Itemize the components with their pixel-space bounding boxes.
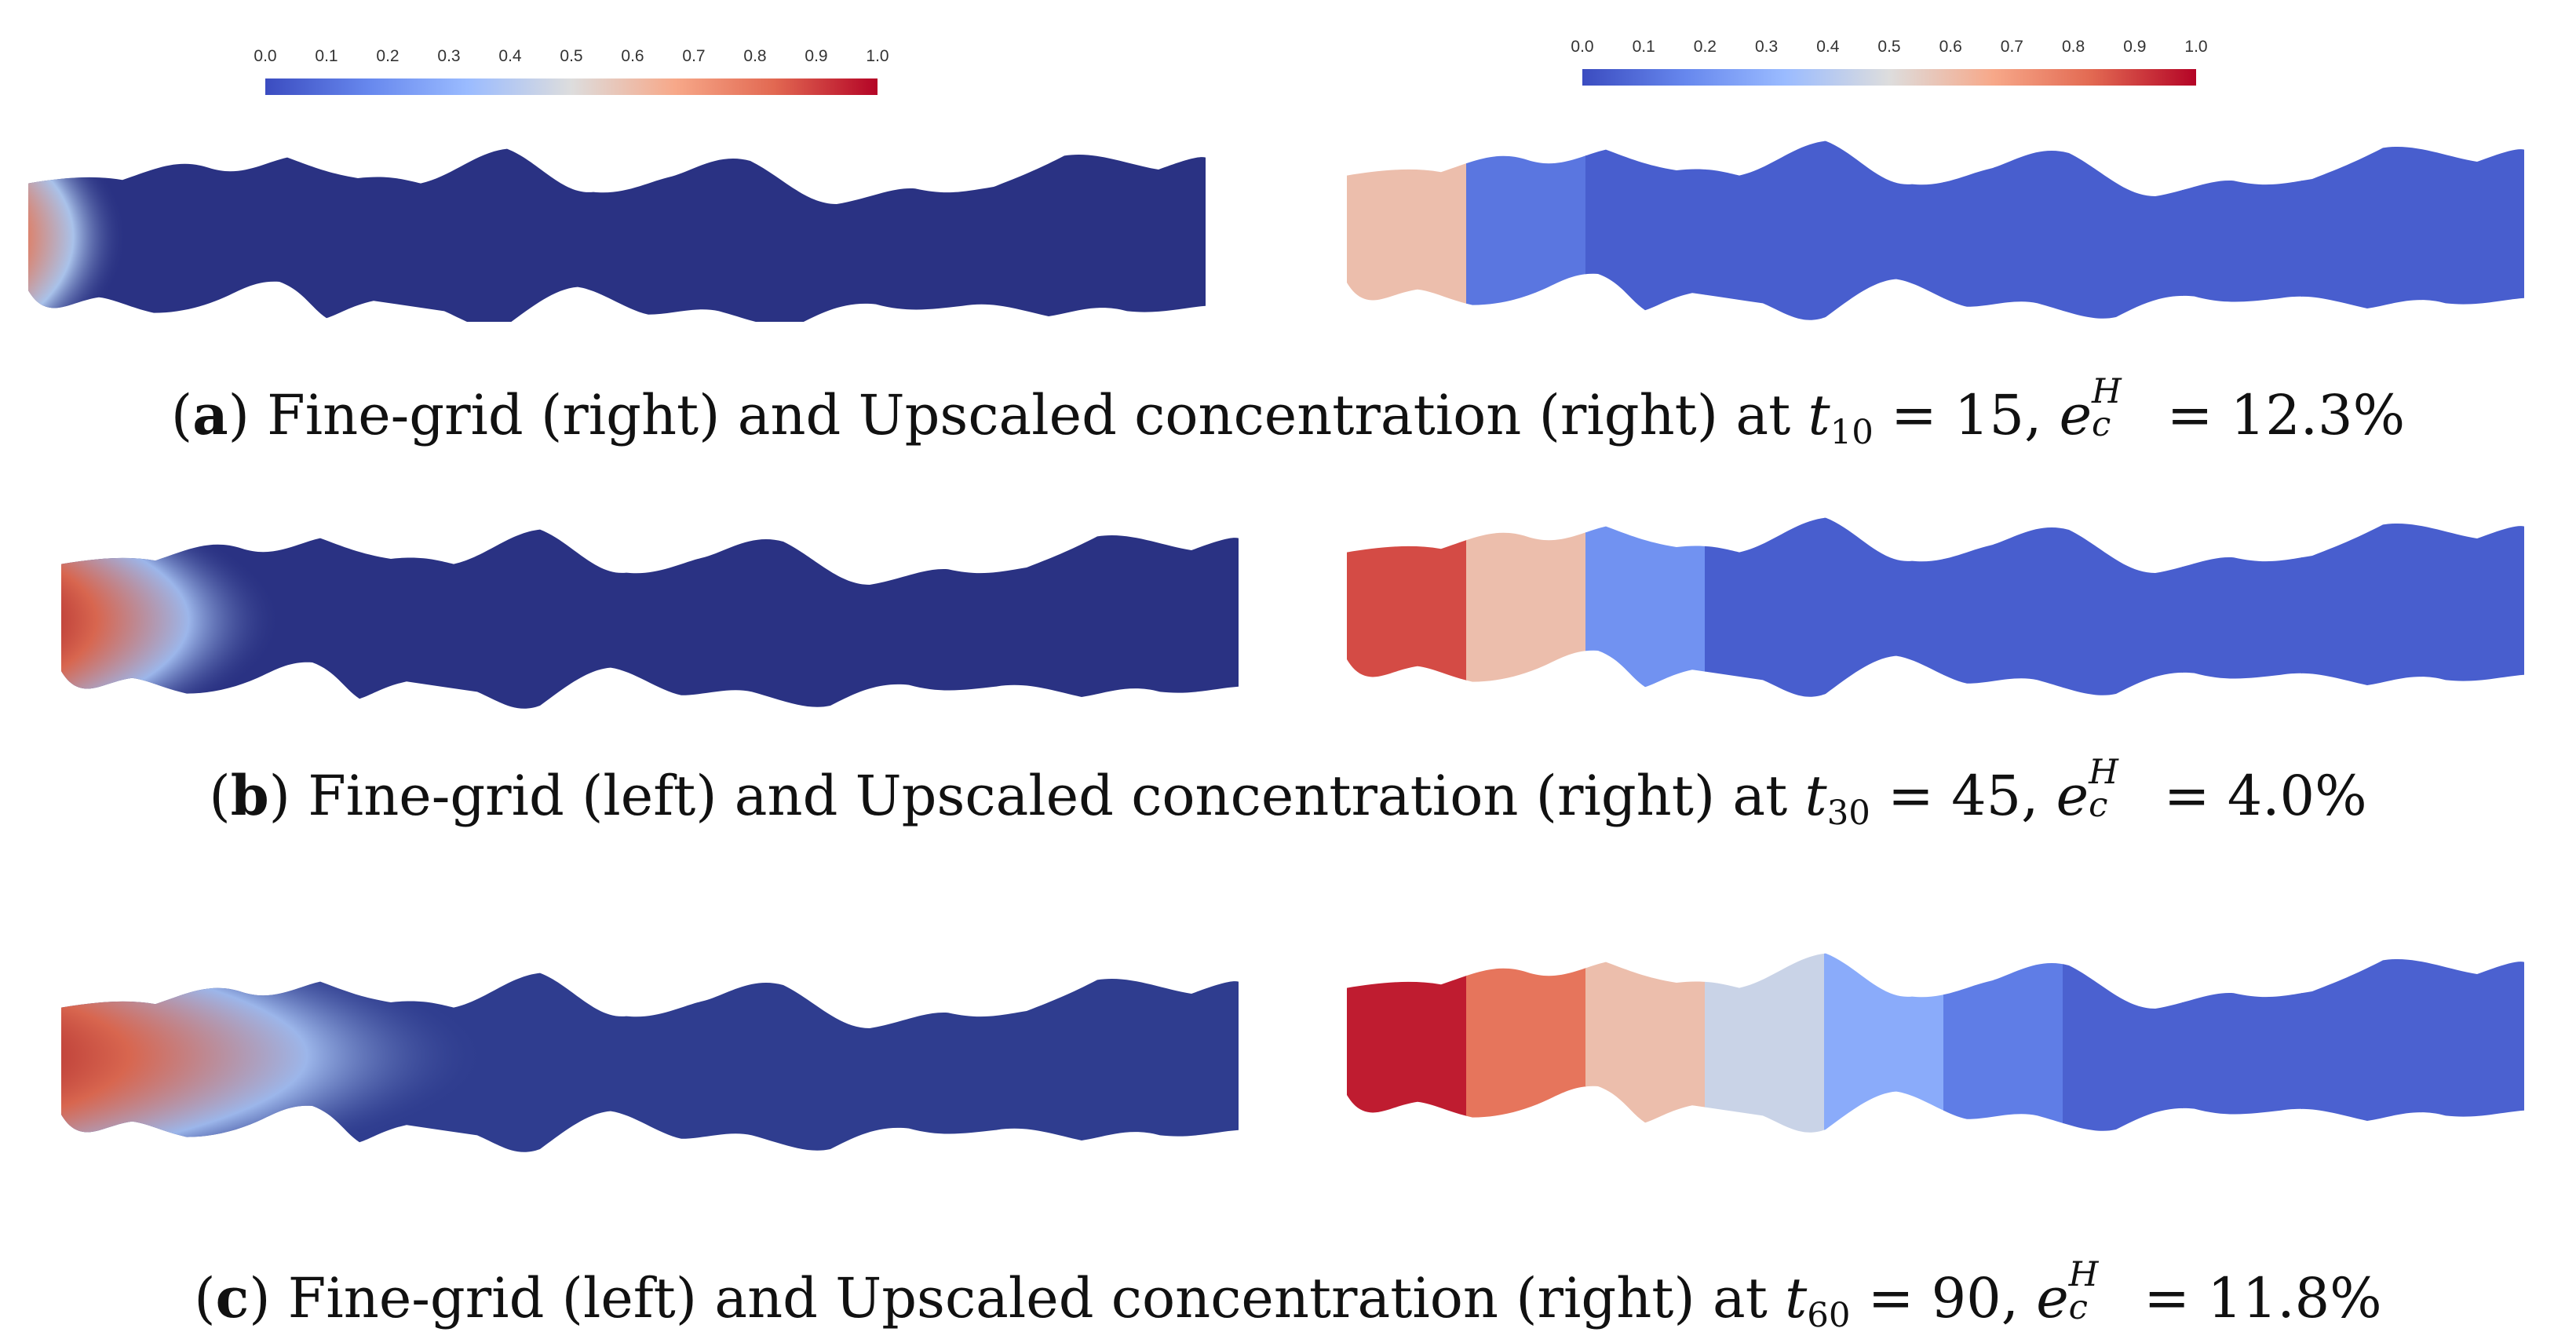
colorbar-tick-label: 0.6 — [1939, 38, 1962, 56]
colorbar-tick-label: 0.3 — [1755, 38, 1778, 56]
colorbar-tick-label: 0.7 — [2001, 38, 2023, 56]
colorbar-tick-label: 0.1 — [1633, 38, 1655, 56]
upscaled-cell — [2063, 141, 2183, 320]
caption-c: (c) Fine-grid (left) and Upscaled concen… — [194, 1255, 2382, 1336]
colorbar-tick-label: 0.1 — [315, 47, 338, 65]
colorbar-left-ticks: 0.0 0.1 0.2 0.3 0.4 0.5 0.6 0.7 0.8 0.9 1.0 — [254, 47, 888, 65]
upscaled-cell — [2063, 953, 2183, 1133]
upscaled-cell — [1824, 953, 1944, 1133]
upscaled-cell — [1824, 517, 1944, 697]
upscaled-cell — [1347, 953, 1467, 1133]
colorbar-tick-label: 0.0 — [254, 47, 276, 65]
colorbar-right: 0.0 0.1 0.2 0.3 0.4 0.5 0.6 0.7 0.8 0.9 1.0 — [1571, 38, 2208, 86]
panel-c-fine-grid — [61, 973, 1239, 1152]
upscaled-cell — [2182, 517, 2302, 697]
upscaled-cell — [1824, 141, 1944, 320]
upscaled-cell — [2063, 517, 2183, 697]
panel-a-upscaled — [1347, 141, 2524, 320]
upscaled-cell — [1347, 141, 1467, 320]
upscaled-cell — [1466, 953, 1586, 1133]
colorbar-tick-label: 0.4 — [1816, 38, 1840, 56]
upscaled-cell — [1705, 953, 1825, 1133]
upscaled-cell — [2421, 141, 2524, 320]
upscaled-cell — [1347, 517, 1467, 697]
upscaled-cell — [2182, 953, 2302, 1133]
colorbar-tick-label: 0.4 — [498, 47, 522, 65]
colorbar-tick-label: 0.8 — [743, 47, 766, 65]
upscaled-cell — [1585, 517, 1706, 697]
upscaled-cell — [1943, 141, 2063, 320]
colorbar-tick-label: 0.3 — [437, 47, 460, 65]
colorbar-tick-label: 0.0 — [1571, 38, 1593, 56]
upscaled-cell — [2301, 141, 2421, 320]
colorbar-tick-label: 0.2 — [376, 47, 399, 65]
panel-a-fine-grid — [28, 148, 1206, 328]
upscaled-cell — [1705, 141, 1825, 320]
upscaled-cell — [1705, 517, 1825, 697]
colorbar-right-ticks: 0.0 0.1 0.2 0.3 0.4 0.5 0.6 0.7 0.8 0.9 1.0 — [1571, 38, 2207, 56]
upscaled-cell — [2182, 141, 2302, 320]
panel-b-fine-grid — [61, 529, 1239, 709]
upscaled-cell — [2301, 953, 2421, 1133]
colorbar-tick-label: 1.0 — [2184, 38, 2207, 56]
upscaled-cell — [1943, 517, 2063, 697]
upscaled-cell — [1585, 141, 1706, 320]
colorbar-tick-label: 0.8 — [2062, 38, 2085, 56]
colorbar-tick-label: 0.5 — [1877, 38, 1900, 56]
upscaled-cell — [1466, 141, 1586, 320]
colorbar-tick-label: 1.0 — [866, 47, 888, 65]
colorbar-tick-label: 0.5 — [560, 47, 582, 65]
upscaled-cell — [2421, 953, 2524, 1133]
upscaled-cell — [1585, 953, 1706, 1133]
colorbar-tick-label: 0.6 — [621, 47, 644, 65]
colorbar-tick-label: 0.2 — [1694, 38, 1717, 56]
panel-c-upscaled — [1347, 953, 2524, 1133]
colorbar-tick-label: 0.9 — [2123, 38, 2146, 56]
upscaled-cell — [1466, 517, 1586, 697]
caption-b: (b) Fine-grid (left) and Upscaled concen… — [209, 753, 2367, 834]
upscaled-cell — [2421, 517, 2524, 697]
colorbar-tick-label: 0.9 — [805, 47, 827, 65]
caption-a: (a) Fine-grid (right) and Upscaled conce… — [170, 372, 2406, 453]
colorbar-tick-label: 0.7 — [682, 47, 705, 65]
upscaled-cell — [2301, 517, 2421, 697]
upscaled-cell — [1943, 953, 2063, 1133]
colorbar-left: 0.0 0.1 0.2 0.3 0.4 0.5 0.6 0.7 0.8 0.9 1.0 — [254, 47, 889, 95]
panel-b-upscaled — [1347, 517, 2524, 697]
